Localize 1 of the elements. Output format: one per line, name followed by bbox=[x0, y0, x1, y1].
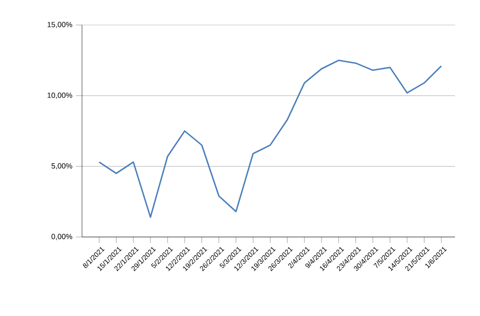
line-series bbox=[98, 60, 442, 218]
